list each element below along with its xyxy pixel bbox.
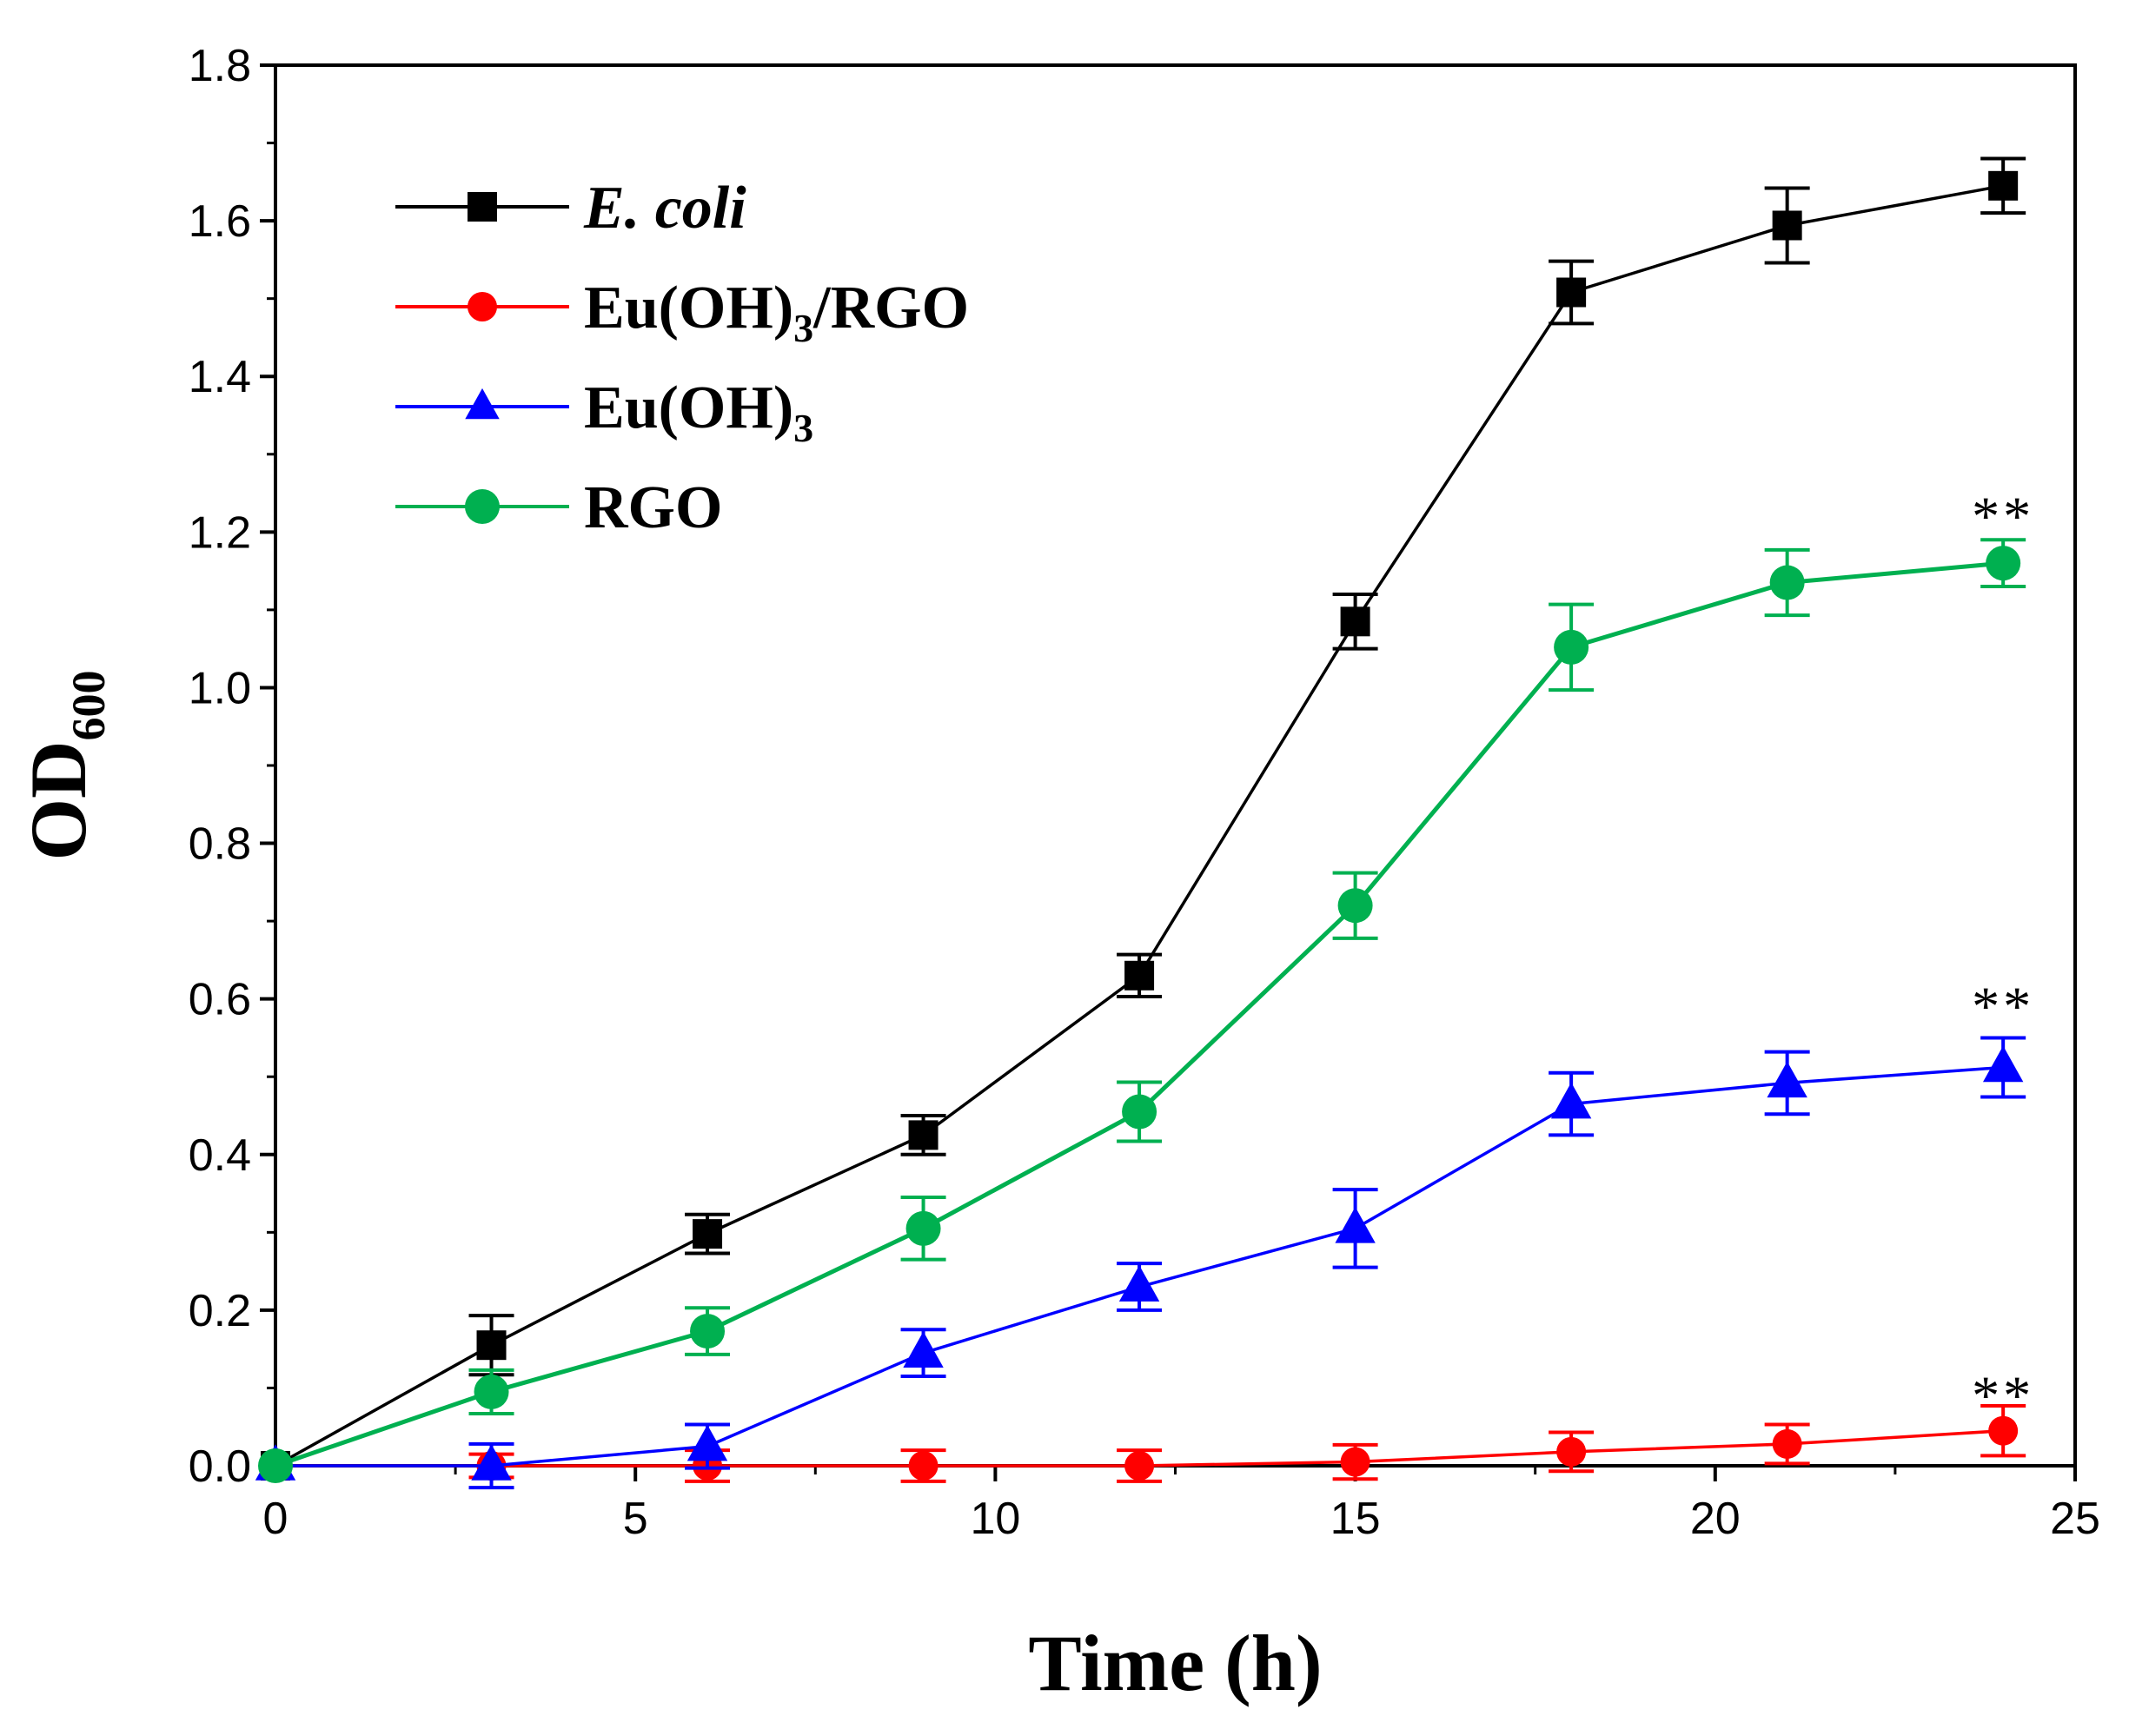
legend-marker-euoh3 [465,388,500,420]
legend-item-euoh3: Eu(OH)3 [395,374,813,450]
x-tick-label: 5 [623,1494,648,1544]
legend-marker-rgo [465,489,500,524]
legend-label-part: Eu(OH) [584,275,793,341]
legend-label-part: 3 [793,406,813,450]
data-point-ecoli [1772,210,1802,241]
series-ecoli [261,156,2026,1481]
legend-label-part: E. coli [583,175,746,242]
data-point-euoh3 [1767,1061,1807,1098]
series-line-rgo [275,560,2004,1468]
y-tick-label: 0.0 [189,1441,251,1492]
data-point-rgo [258,1448,293,1483]
series-rgo [258,538,2026,1483]
data-point-rgo [1986,546,2021,581]
legend-label-part: RGO [584,474,722,541]
legend-label-part: Eu(OH) [584,374,793,441]
x-tick-label: 15 [1330,1494,1381,1544]
x-tick-label: 20 [1690,1494,1741,1544]
legend-marker-euoh3_rgo [468,292,497,321]
data-point-rgo [690,1314,726,1349]
data-point-ecoli [1988,170,2019,201]
x-tick-label: 0 [263,1494,289,1544]
legend-label-ecoli: E. coli [583,175,746,242]
data-point-euoh3_rgo [1988,1415,2019,1446]
data-point-euoh3_rgo [1556,1436,1587,1467]
significance-marker: ** [1972,976,2034,1037]
data-point-euoh3 [1335,1207,1376,1243]
legend-label-part: 3 [793,306,813,350]
series-euoh3_rgo [261,1404,2026,1483]
data-point-euoh3 [903,1331,944,1368]
y-tick-label: 0.6 [189,975,251,1025]
data-point-rgo [1122,1094,1157,1130]
data-point-euoh3 [686,1424,728,1461]
y-axis-title: OD600 [14,671,115,861]
legend-label-euoh3_rgo: Eu(OH)3/RGO [584,275,969,350]
data-point-ecoli [1124,960,1155,991]
legend-marker-ecoli [468,192,497,222]
legend-label-rgo: RGO [584,474,722,541]
data-point-ecoli [693,1219,723,1249]
data-point-rgo [1554,629,1589,665]
data-point-rgo [905,1210,941,1246]
data-point-rgo [1769,565,1805,600]
legend-label-euoh3: Eu(OH)3 [584,374,813,450]
y-axis-title-text: OD600 [14,671,115,861]
y-tick-label: 1.6 [189,196,251,247]
series-euoh3 [255,1036,2026,1490]
significance-marker: ** [1972,1364,2034,1426]
y-tick-label: 1.4 [189,352,251,402]
y-tick-label: 1.8 [189,41,251,91]
data-point-euoh3_rgo [1772,1428,1802,1459]
y-tick-label: 0.2 [189,1286,251,1336]
y-tick-label: 0.8 [189,819,251,870]
axes: 0 5 10 15 20 25 0.0 0.2 0.4 0.6 0.8 1.0 1.2 1.4 1.6 1.8… [14,41,2100,1707]
data-point-euoh3_rgo [1124,1451,1155,1481]
x-tick-label: 10 [970,1494,1020,1544]
data-point-euoh3 [471,1444,512,1481]
y-tick-label: 1.2 [189,507,251,558]
data-point-euoh3_rgo [908,1451,938,1481]
legend-item-ecoli: E. coli [395,175,746,242]
data-point-rgo [474,1374,509,1409]
data-point-ecoli [1556,277,1587,308]
annotations: ** ** ** [1972,485,2034,1426]
data-point-euoh3 [1550,1082,1592,1119]
y-axis-title-main: OD [14,741,103,861]
data-point-ecoli [1340,606,1370,637]
significance-marker: ** [1972,485,2034,547]
data-point-rgo [1337,888,1373,924]
legend-item-euoh3_rgo: Eu(OH)3/RGO [395,275,969,350]
data-point-euoh3 [1982,1045,2024,1083]
legend-item-rgo: RGO [395,474,722,541]
y-tick-label: 1.0 [189,663,251,713]
plot-frame [274,63,2077,1468]
data-point-ecoli [908,1120,938,1150]
x-tick-label: 25 [2050,1494,2100,1544]
y-axis-title-sub: 600 [63,671,115,741]
data-point-euoh3_rgo [1340,1447,1370,1477]
legend-label-part: /RGO [812,275,969,341]
y-tick-label: 0.4 [189,1130,251,1181]
x-axis-title: Time (h) [1028,1619,1322,1707]
data-point-ecoli [476,1330,507,1361]
data-point-euoh3 [1118,1265,1160,1302]
plot-area [255,156,2026,1490]
